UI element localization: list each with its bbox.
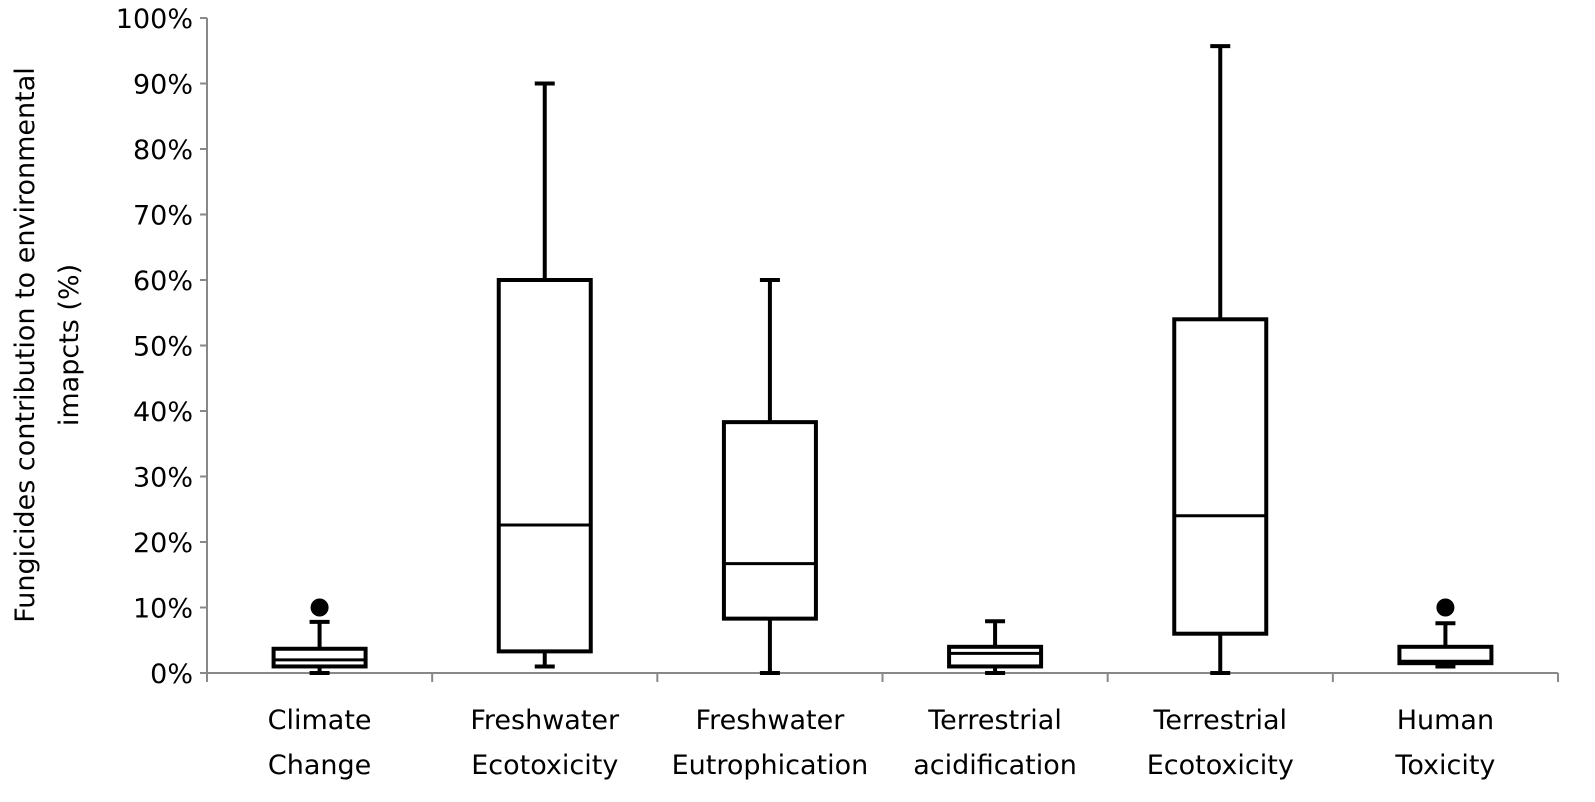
box-terrestrial-acidification [947,619,1044,675]
box-freshwater-ecotoxicity [496,81,593,669]
y-tick-label: 40% [133,397,193,428]
y-tick-label: 80% [133,135,193,166]
y-axis-title-line: imapcts (%) [54,264,85,426]
iqr-box [496,278,593,654]
y-tick-label: 10% [133,594,193,625]
x-category-label-line: Terrestrial [1152,705,1287,736]
box-climate-change [271,598,368,675]
x-category-label: Climate Change [268,705,372,781]
box-terrestrial-ecotoxicity [1172,44,1269,675]
x-category-label-line: Ecotoxicity [471,750,618,781]
x-category-label-line: Freshwater [470,705,620,736]
y-tick-label: 50% [133,332,193,363]
x-category-label: Freshwater Eutrophication [672,705,869,781]
box-freshwater-eutrophication [721,278,818,675]
outlier-point [1436,598,1455,617]
y-tick-label: 70% [133,201,193,232]
x-category-label-line: Toxicity [1394,750,1495,781]
iqr-box [1172,317,1269,636]
x-category-label-line: acidification [913,750,1077,781]
iqr-box [1397,644,1494,666]
y-tick-label: 100% [116,4,193,35]
x-category-label-line: Terrestrial [927,705,1062,736]
x-category-label: Terrestrial acidification [913,705,1077,781]
boxes [271,44,1494,675]
x-category-label-line: Ecotoxicity [1147,750,1294,781]
outlier-point [310,598,329,617]
x-category-label-line: Freshwater [696,705,846,736]
iqr-box [721,420,818,621]
x-category-label: Freshwater Ecotoxicity [470,705,620,781]
y-tick-label: 90% [133,70,193,101]
iqr-box [947,644,1044,669]
y-tick-label: 60% [133,266,193,297]
x-category-label: Terrestrial Ecotoxicity [1147,705,1294,781]
y-tick-label: 0% [150,659,193,690]
y-axis-title: Fungicides contribution to environmental… [10,67,85,623]
y-tick-label: 30% [133,463,193,494]
x-category-label-line: Change [268,750,371,781]
y-axis: 0% 10% 20% 30% 40% 50% 60% 70% 80% 90% 100% [116,4,208,690]
x-category-label: Human Toxicity [1394,705,1495,781]
y-axis-title-line: Fungicides contribution to environmental [10,67,41,623]
box-human-toxicity [1397,598,1494,669]
y-tick-label: 20% [133,528,193,559]
x-category-label-line: Climate [268,705,372,736]
x-category-label-line: Human [1397,705,1494,736]
y-axis-label: Fungicides contribution to environmental… [10,67,85,623]
iqr-box [271,646,368,669]
x-category-label-line: Eutrophication [672,750,869,781]
